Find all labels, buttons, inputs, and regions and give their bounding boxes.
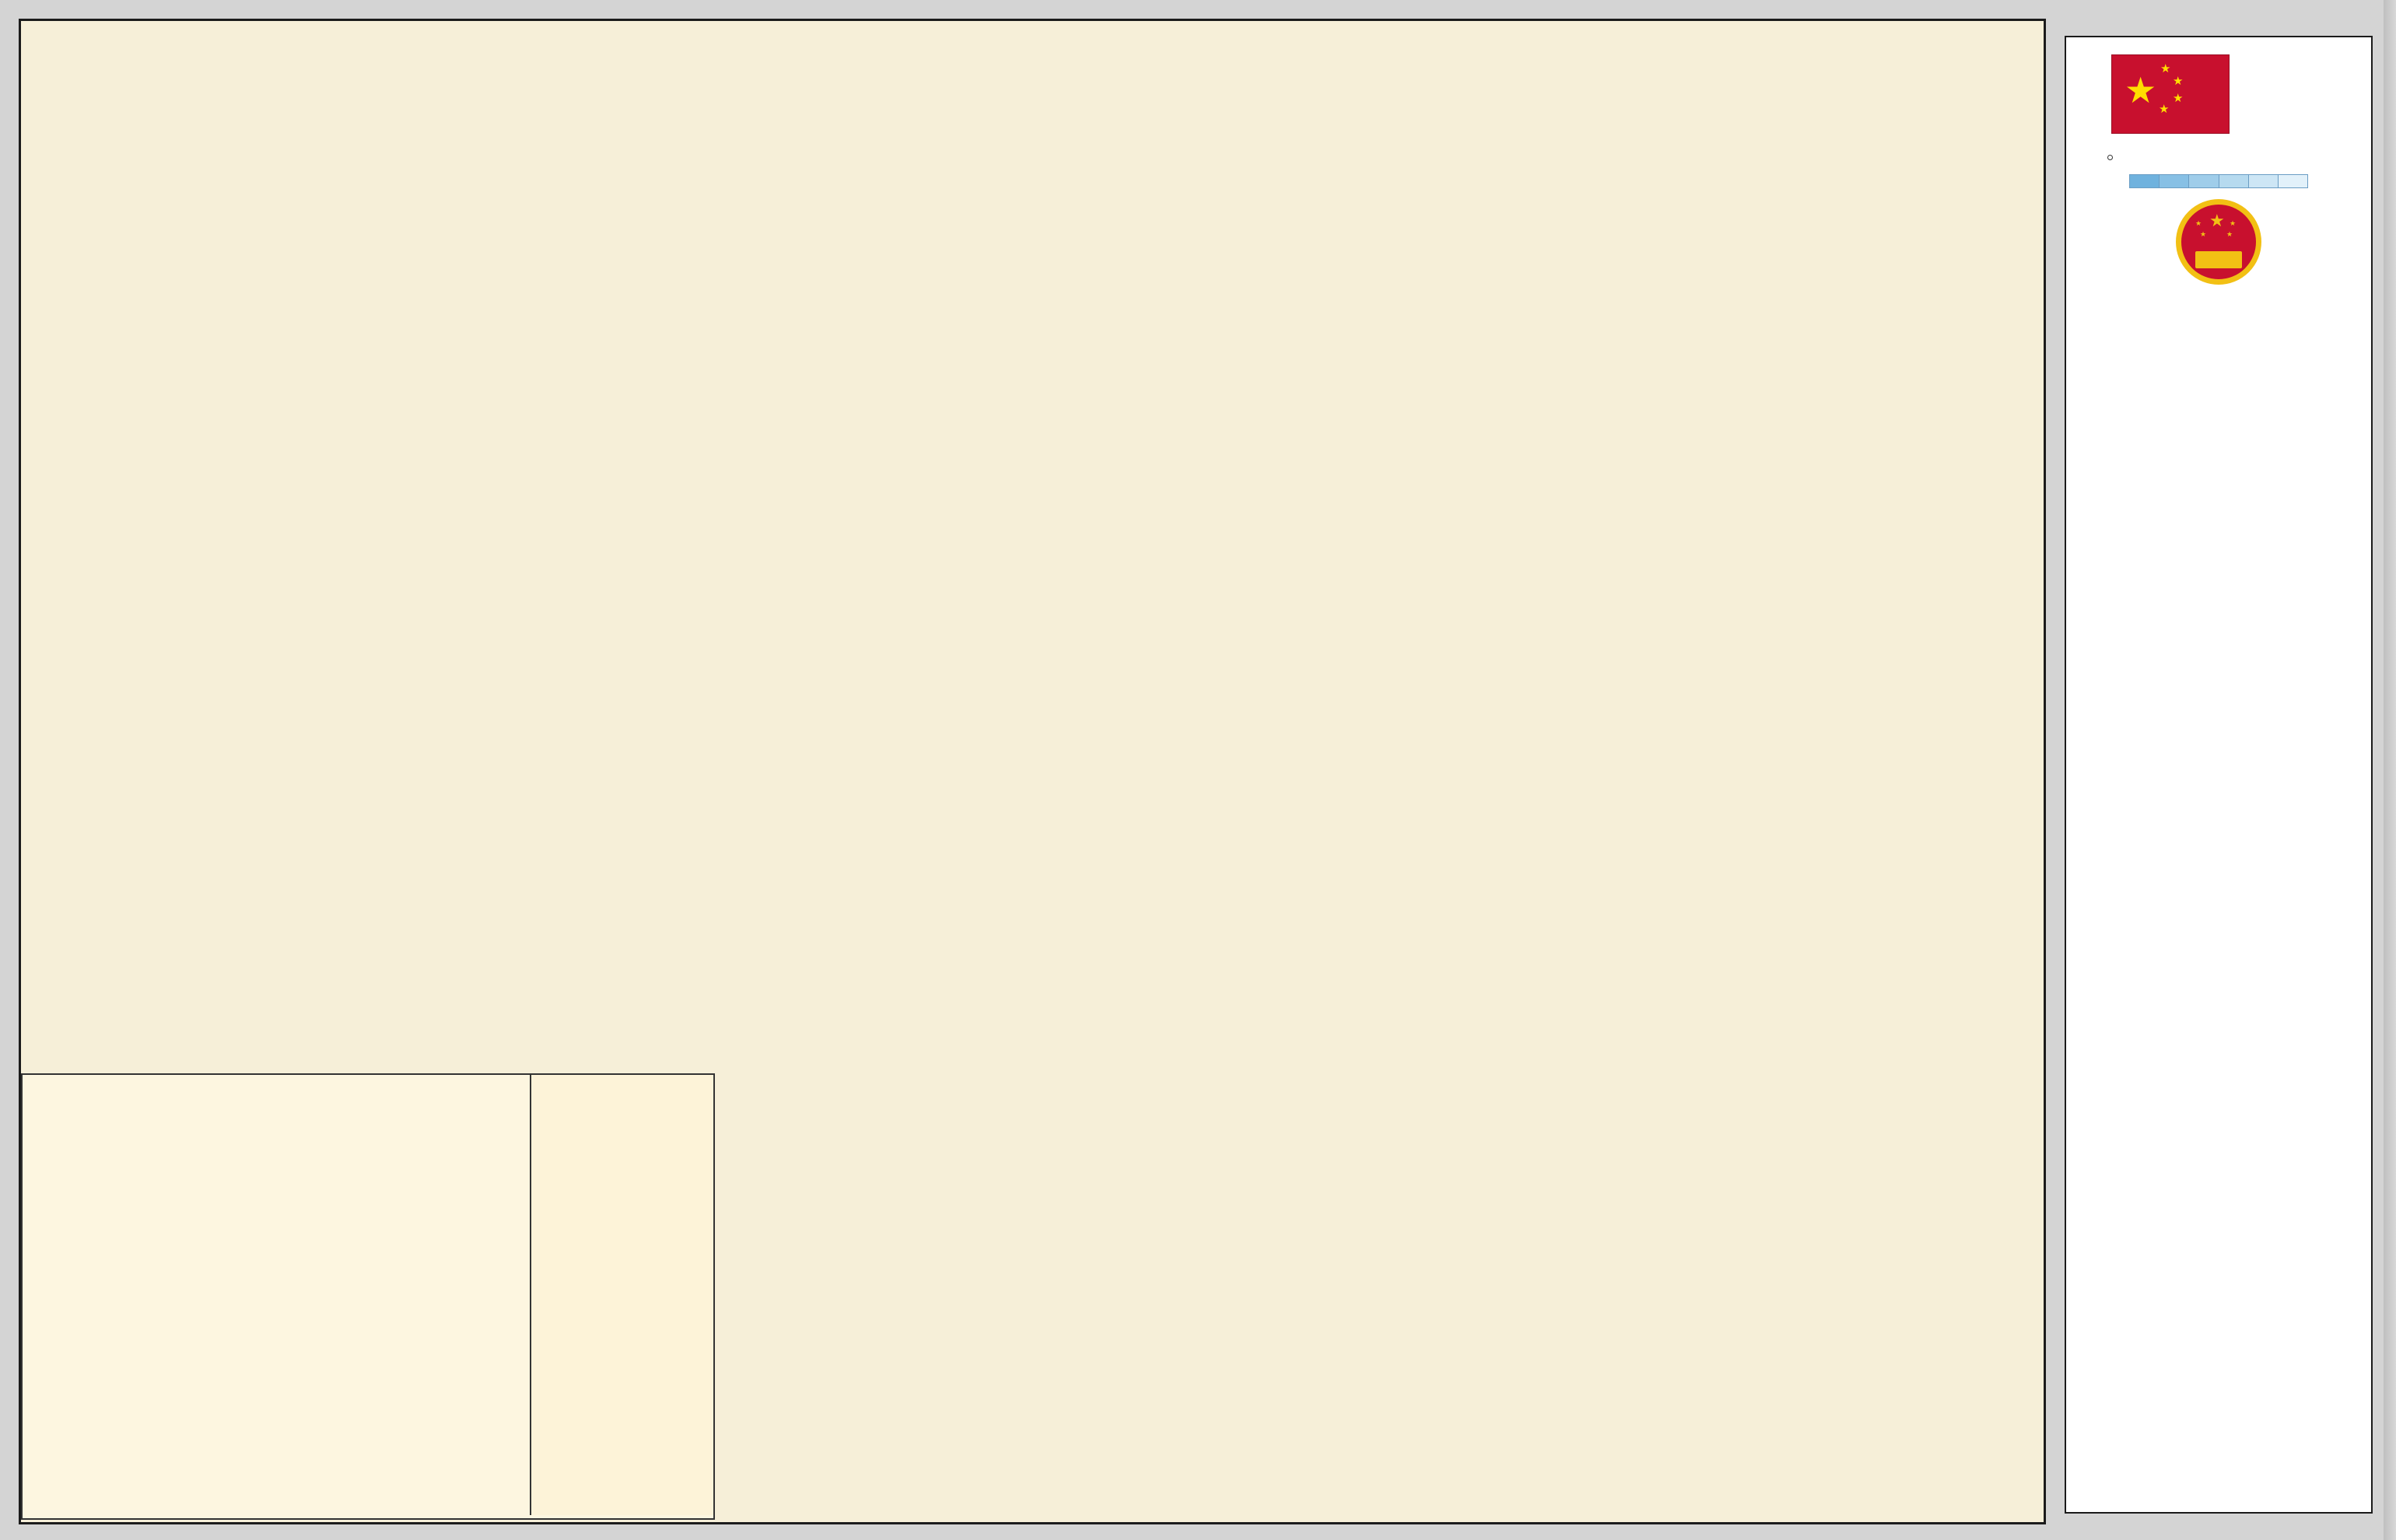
depth-scale-bar <box>2129 174 2308 189</box>
depth-scale <box>2129 174 2308 189</box>
town-postcode-sample <box>2079 154 2359 162</box>
population-density-inset[interactable] <box>21 1073 715 1520</box>
town-symbol-icon <box>2079 154 2141 162</box>
page-edge-shadow <box>2384 0 2396 1540</box>
china-flag-icon: ★ ★ ★ ★ ★ <box>2111 54 2230 134</box>
inset-map-canvas[interactable] <box>23 1075 528 1515</box>
legend-panel: ★ ★ ★ ★ ★ <box>2065 36 2373 1514</box>
town-dot-icon <box>2107 155 2113 160</box>
china-national-emblem-icon: ★ ★ ★ ★ ★ <box>2176 199 2261 285</box>
inset-legend <box>530 1075 713 1515</box>
